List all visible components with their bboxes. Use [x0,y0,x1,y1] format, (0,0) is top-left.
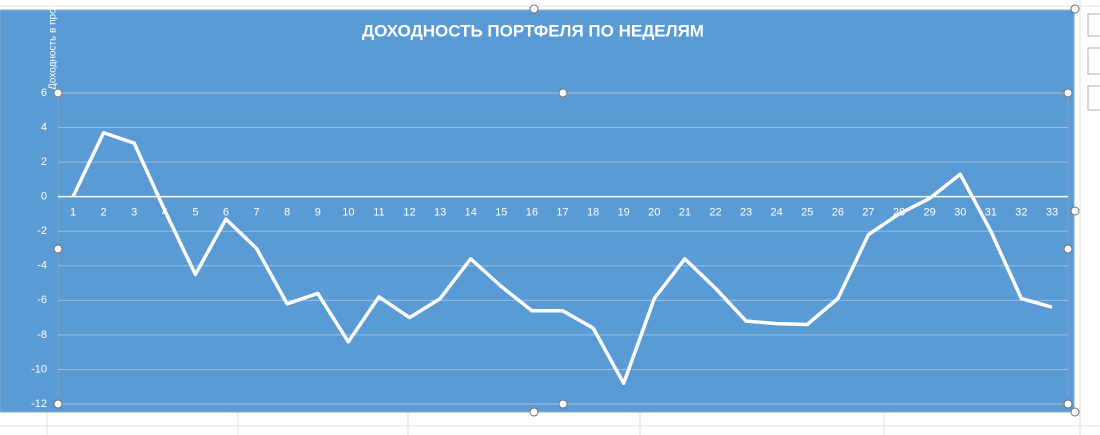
x-tick-label: 24 [771,207,783,219]
chart-title: ДОХОДНОСТЬ ПОРТФЕЛЯ ПО НЕДЕЛЯМ [362,21,704,40]
x-tick-label: 31 [985,207,997,219]
x-tick-label: 18 [587,207,599,219]
y-tick-label: 2 [41,156,47,168]
x-tick-label: 13 [434,207,446,219]
x-tick-label: 21 [679,207,691,219]
x-tick-label: 33 [1046,207,1058,219]
selection-handles [53,4,1080,417]
x-tick-label: 10 [342,207,354,219]
x-tick-label: 9 [315,207,321,219]
y-axis-label: Доходность в процентах [48,0,59,90]
x-tick-label: 5 [192,207,198,219]
x-tick-label: 27 [862,207,874,219]
chart-buttons[interactable] [1087,13,1100,111]
x-tick-label: 17 [556,207,568,219]
y-tick-label: -4 [37,260,47,272]
y-tick-label: 4 [41,121,47,133]
x-tick-label: 14 [465,207,477,219]
x-tick-label: 12 [403,207,415,219]
y-tick-label: 6 [41,87,47,99]
y-tick-label: -6 [37,294,47,306]
x-tick-label: 22 [709,207,721,219]
x-tick-label: 19 [618,207,630,219]
x-tick-label: 1 [70,207,76,219]
x-tick-label: 23 [740,207,752,219]
y-tick-label: -2 [37,225,47,237]
x-tick-label: 26 [832,207,844,219]
y-tick-label: -12 [31,398,47,410]
x-tick-label: 25 [801,207,813,219]
data-line [71,130,1053,386]
x-tick-label: 8 [284,207,290,219]
x-tick-label: 16 [526,207,538,219]
x-tick-label: 7 [254,207,260,219]
x-tick-label: 20 [648,207,660,219]
x-tick-label: 11 [373,207,384,219]
y-tick-label: -10 [31,363,47,375]
x-tick-label: 32 [1015,207,1027,219]
x-tick-label: 30 [954,207,966,219]
y-tick-label: -8 [37,329,47,341]
x-tick-label: 6 [223,207,229,219]
x-tick-label: 3 [131,207,137,219]
x-tick-label: 15 [495,207,507,219]
y-tick-label: 0 [41,191,47,203]
x-tick-label: 2 [101,207,107,219]
x-tick-label: 29 [924,207,936,219]
